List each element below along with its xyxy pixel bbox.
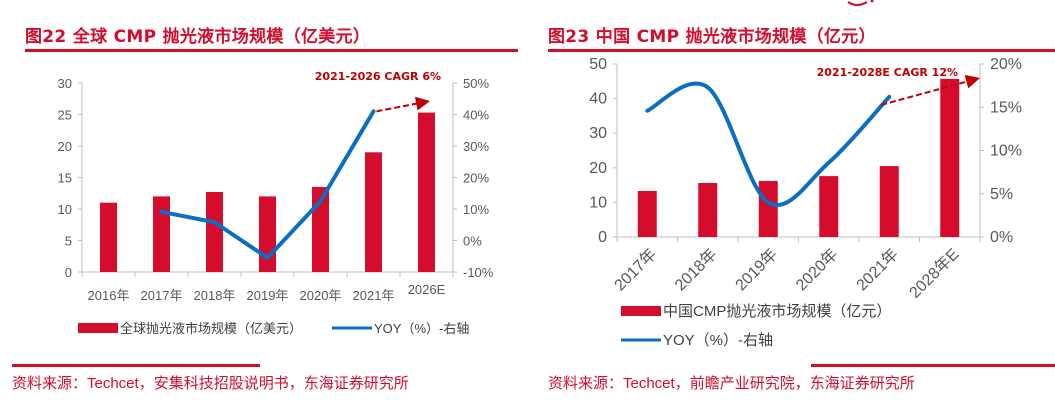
x-tick-label: 2019年: [247, 288, 289, 303]
x-tick-label: 2021年: [353, 288, 395, 303]
bar-2026E: [418, 112, 435, 272]
legend-line-label: YOY（%）-右轴: [374, 321, 469, 336]
figure-23-title: 图23 中国 CMP 抛光液市场规模（亿元）: [548, 27, 876, 47]
right-tick-label: 10%: [463, 202, 489, 217]
left-tick-label: 20: [58, 139, 72, 154]
figure-23-panel: 图23 中国 CMP 抛光液市场规模（亿元） 0 10 20 30 40 50 0% 5% 10…: [540, 0, 1055, 400]
x-tick-label: 2019年: [732, 245, 781, 294]
bar-2028年E: [940, 78, 960, 238]
left-tick-label: 50: [589, 56, 607, 73]
figure-22-source: 资料来源：Techcet，安集科技招股说明书，东海证券研究所: [12, 375, 409, 392]
legend-bar-label: 全球抛光液市场规模（亿美元）: [120, 321, 302, 336]
x-tick-label: 2018年: [194, 288, 236, 303]
left-tick-label: 25: [58, 108, 72, 123]
cagr-arrow-head-icon: [964, 74, 980, 89]
bar-2021年: [879, 166, 899, 237]
x-tick-label: 2026E: [408, 282, 446, 297]
title-divider: [548, 49, 1055, 52]
bar-2017年: [153, 196, 170, 272]
left-tick-label: 10: [589, 194, 607, 211]
logo-swoosh-icon: [847, 0, 874, 6]
legend-bar-swatch: [78, 323, 118, 333]
left-tick-label: 0: [598, 229, 607, 246]
bar-2017年: [637, 190, 657, 237]
title-divider: [25, 49, 518, 52]
bar-2019年: [259, 196, 276, 272]
right-tick-label: 40%: [463, 108, 489, 123]
right-tick-label: 5%: [990, 186, 1013, 203]
left-tick-label: 30: [589, 125, 607, 142]
right-tick-label: 30%: [463, 139, 489, 154]
figure-22-panel: 图22 全球 CMP 抛光液市场规模（亿美元） 0 5 10 15 20 25 30 -10%…: [12, 27, 518, 392]
publisher-logo-fragment: [845, 0, 875, 8]
cagr-arrow-shaft: [880, 80, 969, 106]
right-tick-label: 0%: [463, 234, 482, 249]
legend-bar-swatch: [621, 306, 661, 316]
x-tick-label: 2017年: [141, 288, 183, 303]
x-tick-label: 2017年: [611, 245, 660, 294]
right-tick-label: 20%: [990, 56, 1022, 73]
right-tick-label: 15%: [990, 99, 1022, 116]
left-tick-label: 20: [589, 160, 607, 177]
left-tick-label: 5: [65, 234, 72, 249]
cagr-arrow-shaft: [376, 101, 424, 113]
source-divider: [12, 364, 260, 367]
left-tick-label: 15: [58, 171, 72, 186]
legend-line-label: YOY（%）-右轴: [663, 332, 773, 349]
right-tick-label: 10%: [990, 143, 1022, 160]
right-tick-label: 20%: [463, 171, 489, 186]
x-tick-label: 2016年: [88, 288, 130, 303]
bar-2018年: [206, 191, 223, 272]
right-tick-label: 0%: [990, 229, 1013, 246]
cagr-annotation: 2021-2028E CAGR 12%: [817, 66, 958, 79]
x-tick-label: 2020年: [300, 288, 342, 303]
right-tick-label: 50%: [463, 76, 489, 91]
bar-2018年: [698, 183, 718, 237]
x-tick-label: 2021年: [853, 245, 902, 294]
bar-2019年: [758, 180, 778, 237]
source-divider: [811, 364, 1055, 367]
figure-23-source: 资料来源：Techcet，前瞻产业研究院，东海证券研究所: [548, 375, 915, 392]
left-tick-label: 0: [65, 265, 72, 280]
right-tick-label: -10%: [463, 265, 494, 280]
left-tick-label: 30: [58, 76, 72, 91]
cagr-annotation: 2021-2026 CAGR 6%: [315, 70, 441, 83]
figure-22-chart: 0 5 10 15 20 25 30 -10% 0% 10% 20% 30% 40% 50% 2016年 20…: [58, 70, 494, 336]
cagr-arrow-head-icon: [414, 96, 430, 111]
left-tick-label: 10: [58, 202, 72, 217]
legend-bar-label: 中国CMP抛光液市场规模（亿元）: [663, 303, 891, 320]
bar-2016年: [100, 202, 117, 272]
bar-2020年: [819, 176, 839, 237]
x-tick-label: 2020年: [792, 245, 841, 294]
left-tick-label: 40: [589, 91, 607, 108]
figure-22-title: 图22 全球 CMP 抛光液市场规模（亿美元）: [25, 27, 371, 47]
x-tick-label: 2018年: [671, 245, 720, 294]
x-tick-label: 2028年E: [906, 245, 963, 302]
bar-2021年: [365, 152, 382, 272]
